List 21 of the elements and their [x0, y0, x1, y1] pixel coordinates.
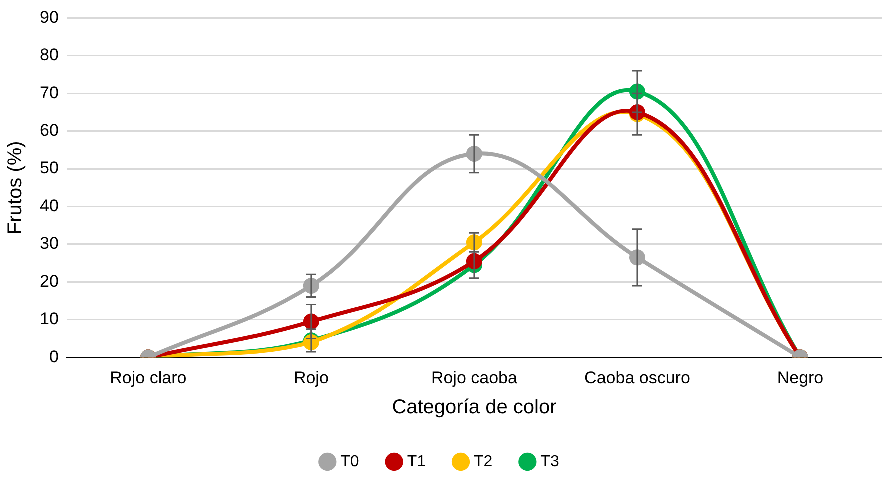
x-tick-label: Rojo claro: [110, 368, 187, 388]
legend-label: T1: [407, 453, 426, 470]
x-tick-label: Rojo: [294, 368, 329, 388]
y-tick-label: 90: [40, 8, 59, 27]
legend-label: T0: [340, 453, 360, 470]
legend-label: T3: [540, 453, 560, 470]
x-tick-label: Negro: [777, 368, 824, 388]
x-tick-label: Caoba oscuro: [584, 368, 690, 388]
x-tick-label: Rojo caoba: [431, 368, 518, 388]
y-tick-label: 30: [40, 234, 59, 254]
y-tick-label: 80: [40, 46, 59, 65]
y-tick-label: 60: [40, 121, 59, 140]
x-axis-title: Categoría de color: [392, 396, 558, 419]
y-tick-label: 40: [40, 196, 59, 216]
y-tick-label: 50: [40, 158, 59, 178]
y-tick-label: 20: [40, 272, 59, 291]
y-axis-title: Frutos (%): [4, 141, 27, 235]
y-tick-label: 70: [40, 83, 59, 102]
y-tick-label: 0: [49, 347, 59, 366]
legend-label: T2: [474, 453, 493, 470]
y-tick-label: 10: [40, 310, 59, 329]
